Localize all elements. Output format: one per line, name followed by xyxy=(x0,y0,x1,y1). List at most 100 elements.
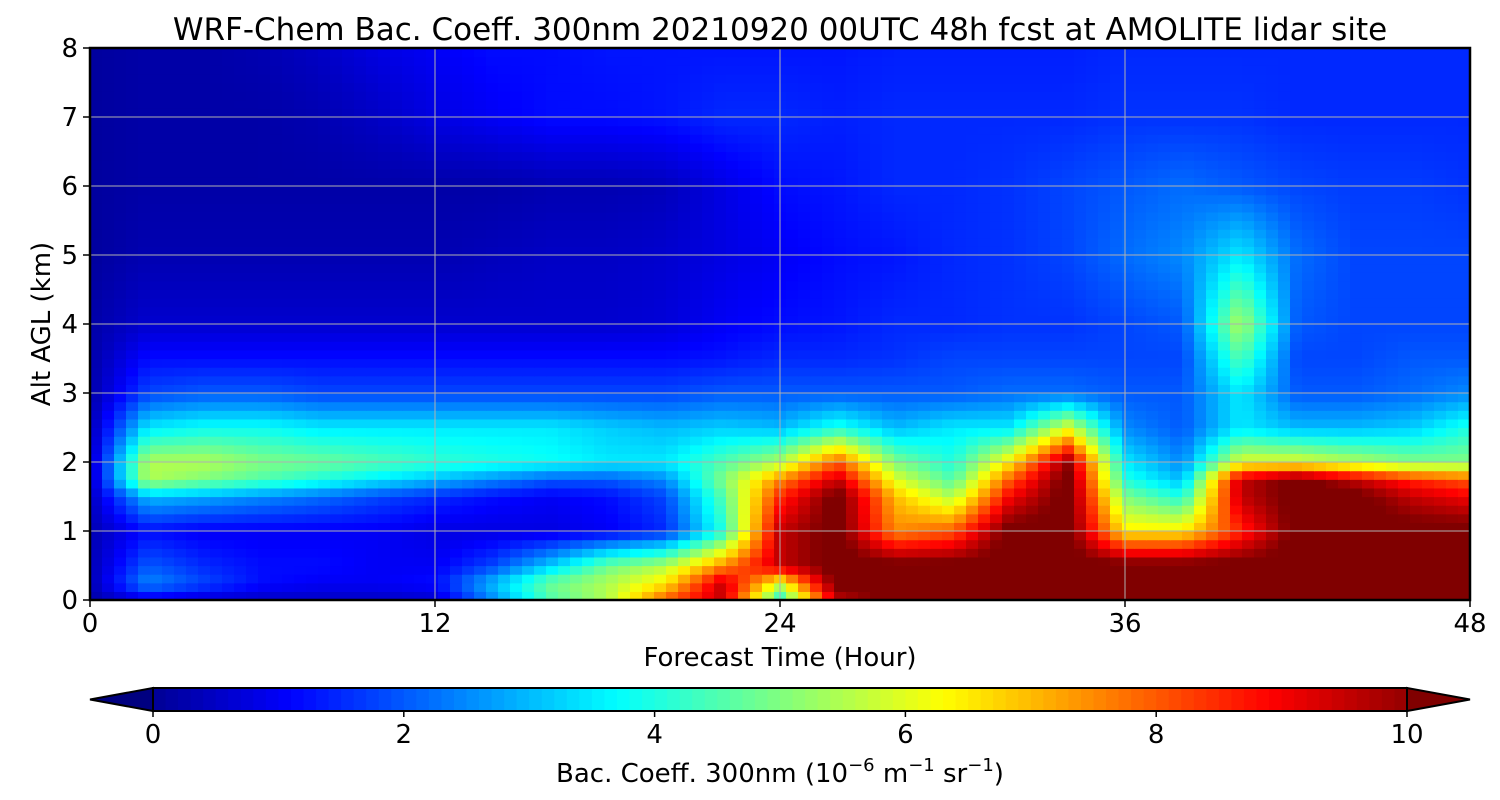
heatmap-cell xyxy=(1086,263,1099,273)
heatmap-cell xyxy=(846,496,859,506)
heatmap-cell xyxy=(1206,255,1219,265)
heatmap-cell xyxy=(1266,306,1279,316)
heatmap-cell xyxy=(462,298,475,308)
heatmap-cell xyxy=(954,298,967,308)
heatmap-cell xyxy=(1326,427,1339,437)
heatmap-cell xyxy=(270,505,283,515)
heatmap-cell xyxy=(1182,272,1195,282)
heatmap-cell xyxy=(498,444,511,454)
heatmap-cell xyxy=(270,220,283,230)
heatmap-cell xyxy=(390,263,403,273)
heatmap-cell xyxy=(918,427,931,437)
heatmap-cell xyxy=(1242,306,1255,316)
heatmap-cell xyxy=(1158,427,1171,437)
heatmap-cell xyxy=(762,298,775,308)
heatmap-cell xyxy=(1422,496,1435,506)
heatmap-cell xyxy=(1038,565,1051,575)
heatmap-cell xyxy=(990,513,1003,523)
heatmap-cell xyxy=(462,565,475,575)
heatmap-cell xyxy=(426,522,439,532)
heatmap-cell xyxy=(150,470,163,480)
heatmap-cell xyxy=(882,384,895,394)
heatmap-cell xyxy=(162,574,175,584)
heatmap-cell xyxy=(498,393,511,403)
heatmap-cell xyxy=(366,444,379,454)
heatmap-cell xyxy=(1050,453,1063,463)
heatmap-cell xyxy=(918,539,931,549)
heatmap-cell xyxy=(726,531,739,541)
heatmap-cell xyxy=(150,574,163,584)
heatmap-cell xyxy=(354,462,367,472)
heatmap-cell xyxy=(798,289,811,299)
heatmap-cell xyxy=(1218,453,1231,463)
heatmap-cell xyxy=(1254,263,1267,273)
heatmap-cell xyxy=(1038,470,1051,480)
heatmap-cell xyxy=(114,341,127,351)
heatmap-cell xyxy=(750,444,763,454)
heatmap-cell xyxy=(726,582,739,592)
heatmap-cell xyxy=(702,367,715,377)
heatmap-cell xyxy=(558,531,571,541)
heatmap-cell xyxy=(234,358,247,368)
heatmap-cell xyxy=(1170,375,1183,385)
heatmap-cell xyxy=(1374,315,1387,325)
heatmap-cell xyxy=(402,401,415,411)
heatmap-cell xyxy=(1350,280,1363,291)
heatmap-cell xyxy=(246,298,259,308)
heatmap-cell xyxy=(1074,548,1087,558)
heatmap-cell xyxy=(1014,237,1027,247)
heatmap-cell xyxy=(666,522,679,532)
heatmap-cell xyxy=(126,487,139,498)
heatmap-cell xyxy=(318,479,331,489)
heatmap-cell xyxy=(1014,427,1027,437)
heatmap-cell xyxy=(702,418,715,429)
heatmap-cell xyxy=(1302,582,1315,592)
heatmap-cell xyxy=(810,427,823,437)
heatmap-cell xyxy=(618,332,631,342)
heatmap-cell xyxy=(594,332,607,342)
heatmap-cell xyxy=(750,272,763,282)
heatmap-cell xyxy=(306,237,319,247)
heatmap-cell xyxy=(1458,401,1470,411)
heatmap-cell xyxy=(762,358,775,368)
heatmap-cell xyxy=(1014,556,1027,567)
heatmap-cell xyxy=(1446,565,1459,575)
heatmap-cell xyxy=(294,289,307,299)
heatmap-cell xyxy=(894,574,907,584)
heatmap-cell xyxy=(1362,462,1375,472)
heatmap-cell xyxy=(1194,444,1207,454)
heatmap-cell xyxy=(1182,393,1195,403)
heatmap-cell xyxy=(1062,367,1075,377)
heatmap-cell xyxy=(222,427,235,437)
heatmap-cell xyxy=(1038,255,1051,265)
heatmap-cell xyxy=(966,505,979,515)
heatmap-cell xyxy=(450,487,463,498)
heatmap-cell xyxy=(102,418,115,429)
heatmap-cell xyxy=(570,548,583,558)
heatmap-cell xyxy=(978,272,991,282)
heatmap-cell xyxy=(762,393,775,403)
heatmap-cell xyxy=(1098,246,1111,256)
heatmap-cell xyxy=(294,280,307,291)
heatmap-cell xyxy=(354,298,367,308)
heatmap-cell xyxy=(1110,453,1123,463)
heatmap-cell xyxy=(1350,565,1363,575)
heatmap-cell xyxy=(1230,289,1243,299)
heatmap-cell xyxy=(606,384,619,394)
heatmap-cell xyxy=(690,444,703,454)
heatmap-cell xyxy=(114,487,127,498)
heatmap-cell xyxy=(1074,505,1087,515)
heatmap-cell xyxy=(930,444,943,454)
heatmap-cell xyxy=(1218,427,1231,437)
heatmap-cell xyxy=(1398,298,1411,308)
heatmap-cell xyxy=(126,410,139,420)
heatmap-cell xyxy=(1338,531,1351,541)
heatmap-cell xyxy=(198,393,211,403)
heatmap-cell xyxy=(1326,548,1339,558)
heatmap-cell xyxy=(954,237,967,247)
heatmap-cell xyxy=(234,531,247,541)
heatmap-cell xyxy=(102,341,115,351)
heatmap-cell xyxy=(486,393,499,403)
heatmap-cell xyxy=(1218,410,1231,420)
heatmap-cell xyxy=(318,505,331,515)
